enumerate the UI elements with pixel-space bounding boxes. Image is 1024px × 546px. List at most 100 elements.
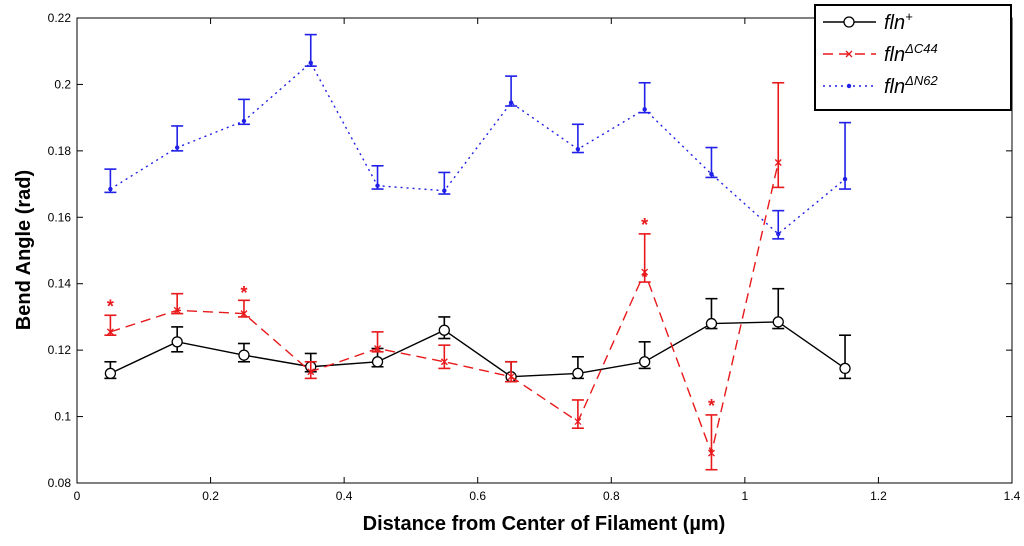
- legend-label: flnΔN62: [884, 73, 938, 98]
- marker-circle: [104, 367, 117, 380]
- x-tick-label: 1: [742, 489, 749, 503]
- data-point: [440, 358, 448, 366]
- data-point: [772, 316, 784, 328]
- data-point: [104, 367, 117, 380]
- data-point: [241, 118, 247, 124]
- data-point: [574, 418, 582, 426]
- y-tick-label: 0.18: [48, 144, 72, 158]
- data-point: [374, 345, 381, 352]
- error-bar: [638, 233, 651, 283]
- marker-circle: [843, 16, 855, 28]
- y-tick-label: 0.12: [48, 343, 72, 357]
- marker-x-stroke: [774, 159, 782, 166]
- marker-x-stroke: [240, 310, 248, 318]
- data-point: [240, 310, 248, 318]
- legend-entry-0: fln+: [823, 9, 913, 34]
- data-point: [575, 146, 581, 152]
- data-point: [442, 188, 447, 193]
- data-point: [842, 176, 848, 182]
- y-tick-label: 0.14: [48, 277, 72, 291]
- data-point: [774, 159, 782, 166]
- significance-asterisk: *: [107, 296, 114, 316]
- legend-swatch-marker: [845, 50, 853, 58]
- data-point: [371, 356, 384, 368]
- series-line: [110, 321, 846, 378]
- marker-dot: [442, 188, 447, 193]
- marker-x-stroke: [574, 418, 582, 426]
- data-point: [572, 367, 584, 380]
- marker-dot: [846, 83, 852, 89]
- marker-dot: [575, 146, 581, 152]
- marker-dot: [375, 183, 380, 188]
- data-point: [171, 336, 183, 348]
- marker-circle: [772, 316, 784, 328]
- data-point: [776, 231, 781, 237]
- legend-swatch-marker: [843, 16, 855, 28]
- data-point: [507, 373, 515, 381]
- marker-dot: [508, 100, 514, 105]
- y-tick-label: 0.2: [54, 77, 71, 91]
- data-point: [642, 107, 647, 112]
- marker-dot: [241, 118, 247, 124]
- marker-circle: [572, 367, 584, 380]
- legend-label: flnΔC44: [884, 41, 938, 66]
- marker-dot: [642, 107, 647, 112]
- y-tick-label: 0.08: [48, 476, 72, 490]
- legend-label-superscript: ΔN62: [904, 73, 938, 88]
- marker-dot: [842, 176, 848, 182]
- marker-circle: [438, 324, 450, 336]
- marker-x-stroke: [440, 358, 448, 366]
- data-point: [173, 306, 181, 314]
- x-tick-label: 0.6: [469, 489, 486, 503]
- marker-x-stroke: [307, 368, 315, 376]
- data-point: [438, 324, 450, 336]
- x-axis-title: Distance from Center of Filament (µm): [363, 513, 726, 535]
- marker-dot: [308, 60, 313, 66]
- x-tick-label: 1.4: [1004, 489, 1021, 503]
- marker-dot: [174, 145, 180, 150]
- y-tick-label: 0.22: [48, 11, 72, 25]
- legend-entry-1: flnΔC44: [823, 41, 938, 66]
- error-bar: [705, 414, 718, 471]
- data-point: [108, 186, 113, 192]
- series-layer: [104, 33, 852, 471]
- data-point: [708, 449, 715, 457]
- data-point: [641, 268, 649, 276]
- y-axis-title: Bend Angle (rad): [13, 170, 35, 330]
- significance-asterisk: *: [641, 215, 648, 235]
- error-bar: [505, 360, 518, 383]
- legend-label: fln+: [884, 9, 913, 34]
- legend-entry-2: flnΔN62: [823, 73, 938, 98]
- x-tick-label: 0.8: [603, 489, 620, 503]
- marker-x-stroke: [845, 50, 853, 58]
- marker-x-stroke: [173, 306, 181, 314]
- series-line: [110, 162, 779, 456]
- data-point: [238, 349, 250, 361]
- legend-label-base: fln: [884, 44, 905, 66]
- error-bar: [438, 344, 451, 370]
- legend-label-base: fln: [884, 76, 905, 98]
- marker-circle: [705, 317, 718, 330]
- error-bar: [571, 399, 584, 429]
- legend-label-base: fln: [884, 12, 905, 34]
- marker-x-stroke: [106, 328, 114, 336]
- marker-x-stroke: [507, 373, 515, 381]
- data-point: [307, 368, 315, 376]
- axis-ticks: 0 0.2 0.4 0.6 0.8 1 1.2 1.4 0.08 0.1 0.12 0.14 0.16 0…: [48, 11, 1021, 503]
- y-tick-label: 0.1: [54, 410, 71, 424]
- marker-x-stroke: [641, 268, 649, 276]
- marker-circle: [171, 336, 183, 348]
- data-point: [106, 328, 114, 336]
- marker-circle: [371, 356, 384, 368]
- marker-x-stroke: [708, 449, 715, 457]
- x-tick-label: 1.2: [870, 489, 887, 503]
- x-tick-label: 0.4: [336, 489, 353, 503]
- series-line: [110, 61, 846, 235]
- data-point: [709, 171, 714, 177]
- marker-circle: [639, 356, 651, 368]
- marker-dot: [776, 231, 781, 237]
- legend-label-superscript: ΔC44: [904, 41, 938, 56]
- series-1: [104, 81, 785, 471]
